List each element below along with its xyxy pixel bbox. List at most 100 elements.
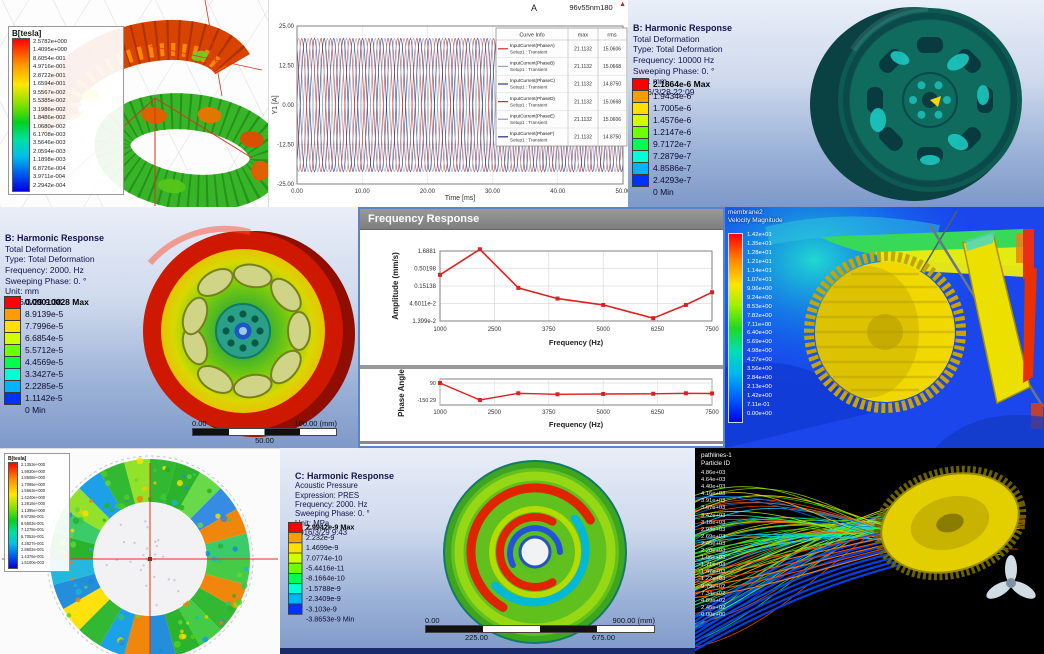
legend-row: 0 Min	[4, 404, 89, 416]
legend-label: -1.5788e-9	[305, 584, 341, 593]
legend-row: -5.4416e-11	[288, 562, 354, 574]
svg-text:6250: 6250	[651, 410, 665, 416]
legend-title: B[tesla]	[12, 29, 42, 38]
svg-text:-12.50: -12.50	[277, 143, 295, 149]
torus-field-legend: B[tesla] 2.5782e+000 1.4095e+000 8.6054e-0…	[8, 26, 124, 195]
pathlines-legend: pathlines-1 Particle ID 4.86e+03 4.64e+03 4…	[701, 452, 732, 619]
legend-colorbar	[12, 38, 30, 192]
legend-value: 4.27e+00	[747, 357, 772, 364]
legend-value: 0.00e+00	[747, 411, 772, 418]
legend-label: 1.4576e-6	[653, 115, 692, 125]
ruler-bar	[425, 625, 655, 633]
svg-text:InputCurrent(PhaseC): InputCurrent(PhaseC)	[510, 78, 555, 83]
legend-label: -8.1664e-10	[305, 573, 345, 583]
legend-swatch	[4, 391, 21, 405]
legend-value: 8.6054e-001	[33, 55, 66, 62]
svg-text:7500: 7500	[705, 410, 719, 416]
legend-title-line: Particle ID	[701, 459, 731, 467]
svg-text:1.399e-2: 1.399e-2	[412, 319, 436, 325]
svg-text:3750: 3750	[542, 327, 556, 333]
legend-label: 0 Min	[653, 187, 674, 197]
rotor-teal-graphic	[810, 4, 1022, 201]
pressure-legend: 2.9942e-9 Max 2.232e-9 1.4699e-9 7.0774e…	[288, 521, 354, 624]
legend-value: 1.5100e-003	[21, 560, 44, 566]
svg-text:Frequency (Hz): Frequency (Hz)	[549, 420, 604, 429]
legend-value: 6.8726e-004	[33, 165, 66, 172]
svg-text:15.0668: 15.0668	[603, 64, 621, 70]
legend-value: 2.93e+03	[701, 526, 726, 533]
svg-text:50.00: 50.00	[615, 189, 629, 195]
legend-value: 3.1986e-002	[33, 106, 66, 113]
legend-label: 2.1864e-6 Max	[653, 79, 711, 89]
legend-row: -2.3409e-9	[288, 592, 354, 605]
legend-label: 7.2879e-7	[653, 151, 692, 161]
legend-values: 1.42e+01 1.35e+01 1.28e+01 1.21e+01 1.14e+01…	[747, 231, 772, 419]
legend-value: 1.1395e+000	[21, 507, 46, 513]
ruler-label-start: 0.00	[192, 419, 207, 428]
legend-row: 4.8586e-7	[632, 161, 710, 175]
legend-label: 5.5712e-5	[25, 345, 64, 355]
svg-text:Setup1 : Transient: Setup1 : Transient	[510, 120, 548, 125]
svg-text:-150.29: -150.29	[417, 398, 436, 404]
legend-value: 9.9728e-001	[21, 514, 44, 520]
svg-text:A: A	[531, 3, 537, 13]
header-line: Total Deformation	[633, 33, 700, 44]
legend-value: 1.47e+03	[701, 569, 726, 576]
legend-value: 8.5503e-001	[21, 520, 44, 526]
header-line: B: Harmonic Response	[633, 23, 733, 34]
svg-text:Frequency (Hz): Frequency (Hz)	[549, 338, 604, 347]
legend-title-line: membrane2	[728, 209, 763, 216]
legend-row: -8.1664e-10	[288, 572, 354, 584]
svg-text:3750: 3750	[542, 410, 556, 416]
legend-values: 2.5782e+000 1.4095e+000 8.6054e-001 4.9716e…	[33, 38, 67, 192]
legend-value: 1.42e+01	[747, 232, 772, 238]
velocity-legend: membrane2 Velocity Magnitude 1.42e+01 1.35…	[728, 209, 848, 446]
legend-label: 6.6854e-5	[25, 333, 64, 343]
legend-value: 1.5663e+000	[21, 488, 46, 494]
header-line: Sweeping Phase: 0. °	[633, 65, 715, 76]
svg-text:96v55nm180: 96v55nm180	[569, 3, 612, 12]
frequency-response-plot: 1.6881 0.50198 0.15138 4.6011e-2 1.399e-2 100…	[360, 247, 723, 444]
legend-label: 1.7005e-6	[653, 103, 692, 113]
header-line: Expression: PRES	[295, 490, 360, 500]
legend-value: 4.89e+02	[701, 597, 726, 604]
svg-text:0.15138: 0.15138	[414, 284, 436, 290]
analysis-header: B: Harmonic Response Total Deformation Typ…	[5, 212, 104, 329]
scale-ruler: 0.00 100.00 (mm) 50.00	[192, 419, 337, 445]
legend-value: 9.79e+02	[701, 583, 726, 590]
legend-row: 1.9434e-6	[632, 89, 710, 103]
legend-row: 1.7005e-6	[632, 101, 710, 115]
legend-value: 5.5385e-002	[33, 98, 66, 105]
svg-text:21.1132: 21.1132	[574, 117, 592, 123]
legend-colorbar	[8, 462, 18, 569]
legend-value: 9.24e+00	[747, 294, 772, 301]
legend-label: -3.103e-9	[305, 604, 337, 613]
svg-text:Setup1 : Transient: Setup1 : Transient	[510, 50, 548, 55]
legend-row: -3.103e-9	[288, 603, 354, 615]
legend-value: 3.18e+03	[701, 519, 726, 526]
panel-harmonic-10000: B: Harmonic Response Total Deformation Typ…	[628, 0, 1044, 207]
legend-label: 1.4699e-9	[305, 543, 339, 552]
flywheel-red-graphic	[143, 225, 355, 437]
svg-text:Setup1 : Transient: Setup1 : Transient	[510, 67, 548, 72]
ring-field-legend: B[tesla] 2.1353e+000 1.9930e+000 1.8508e+0…	[4, 453, 70, 572]
legend-title: membrane2 Velocity Magnitude	[728, 209, 848, 225]
header-line: Unit: mm	[5, 286, 39, 297]
header-line: Frequency: 2000. Hz	[5, 264, 84, 275]
legend-value: 1.42e+00	[747, 393, 772, 400]
ruler-bar	[192, 428, 337, 436]
svg-text:5000: 5000	[597, 327, 611, 333]
legend-value: 2.45e+03	[701, 540, 726, 547]
legend-value: 9.5567e-002	[33, 89, 66, 96]
svg-text:15.0606: 15.0606	[603, 117, 621, 123]
legend-value: 4.40e+03	[701, 484, 726, 491]
svg-text:40.00: 40.00	[550, 189, 566, 195]
legend-value: 2.5782e+000	[33, 39, 68, 45]
svg-text:-25.00: -25.00	[277, 182, 295, 188]
legend-label: 1.2147e-6	[653, 127, 692, 137]
legend-value: 1.0680e-002	[33, 123, 66, 130]
legend-label: 2.2285e-5	[25, 381, 64, 391]
window-titlebar: Frequency Response	[360, 209, 723, 230]
legend-title: pathlines-1 Particle ID	[701, 452, 732, 467]
